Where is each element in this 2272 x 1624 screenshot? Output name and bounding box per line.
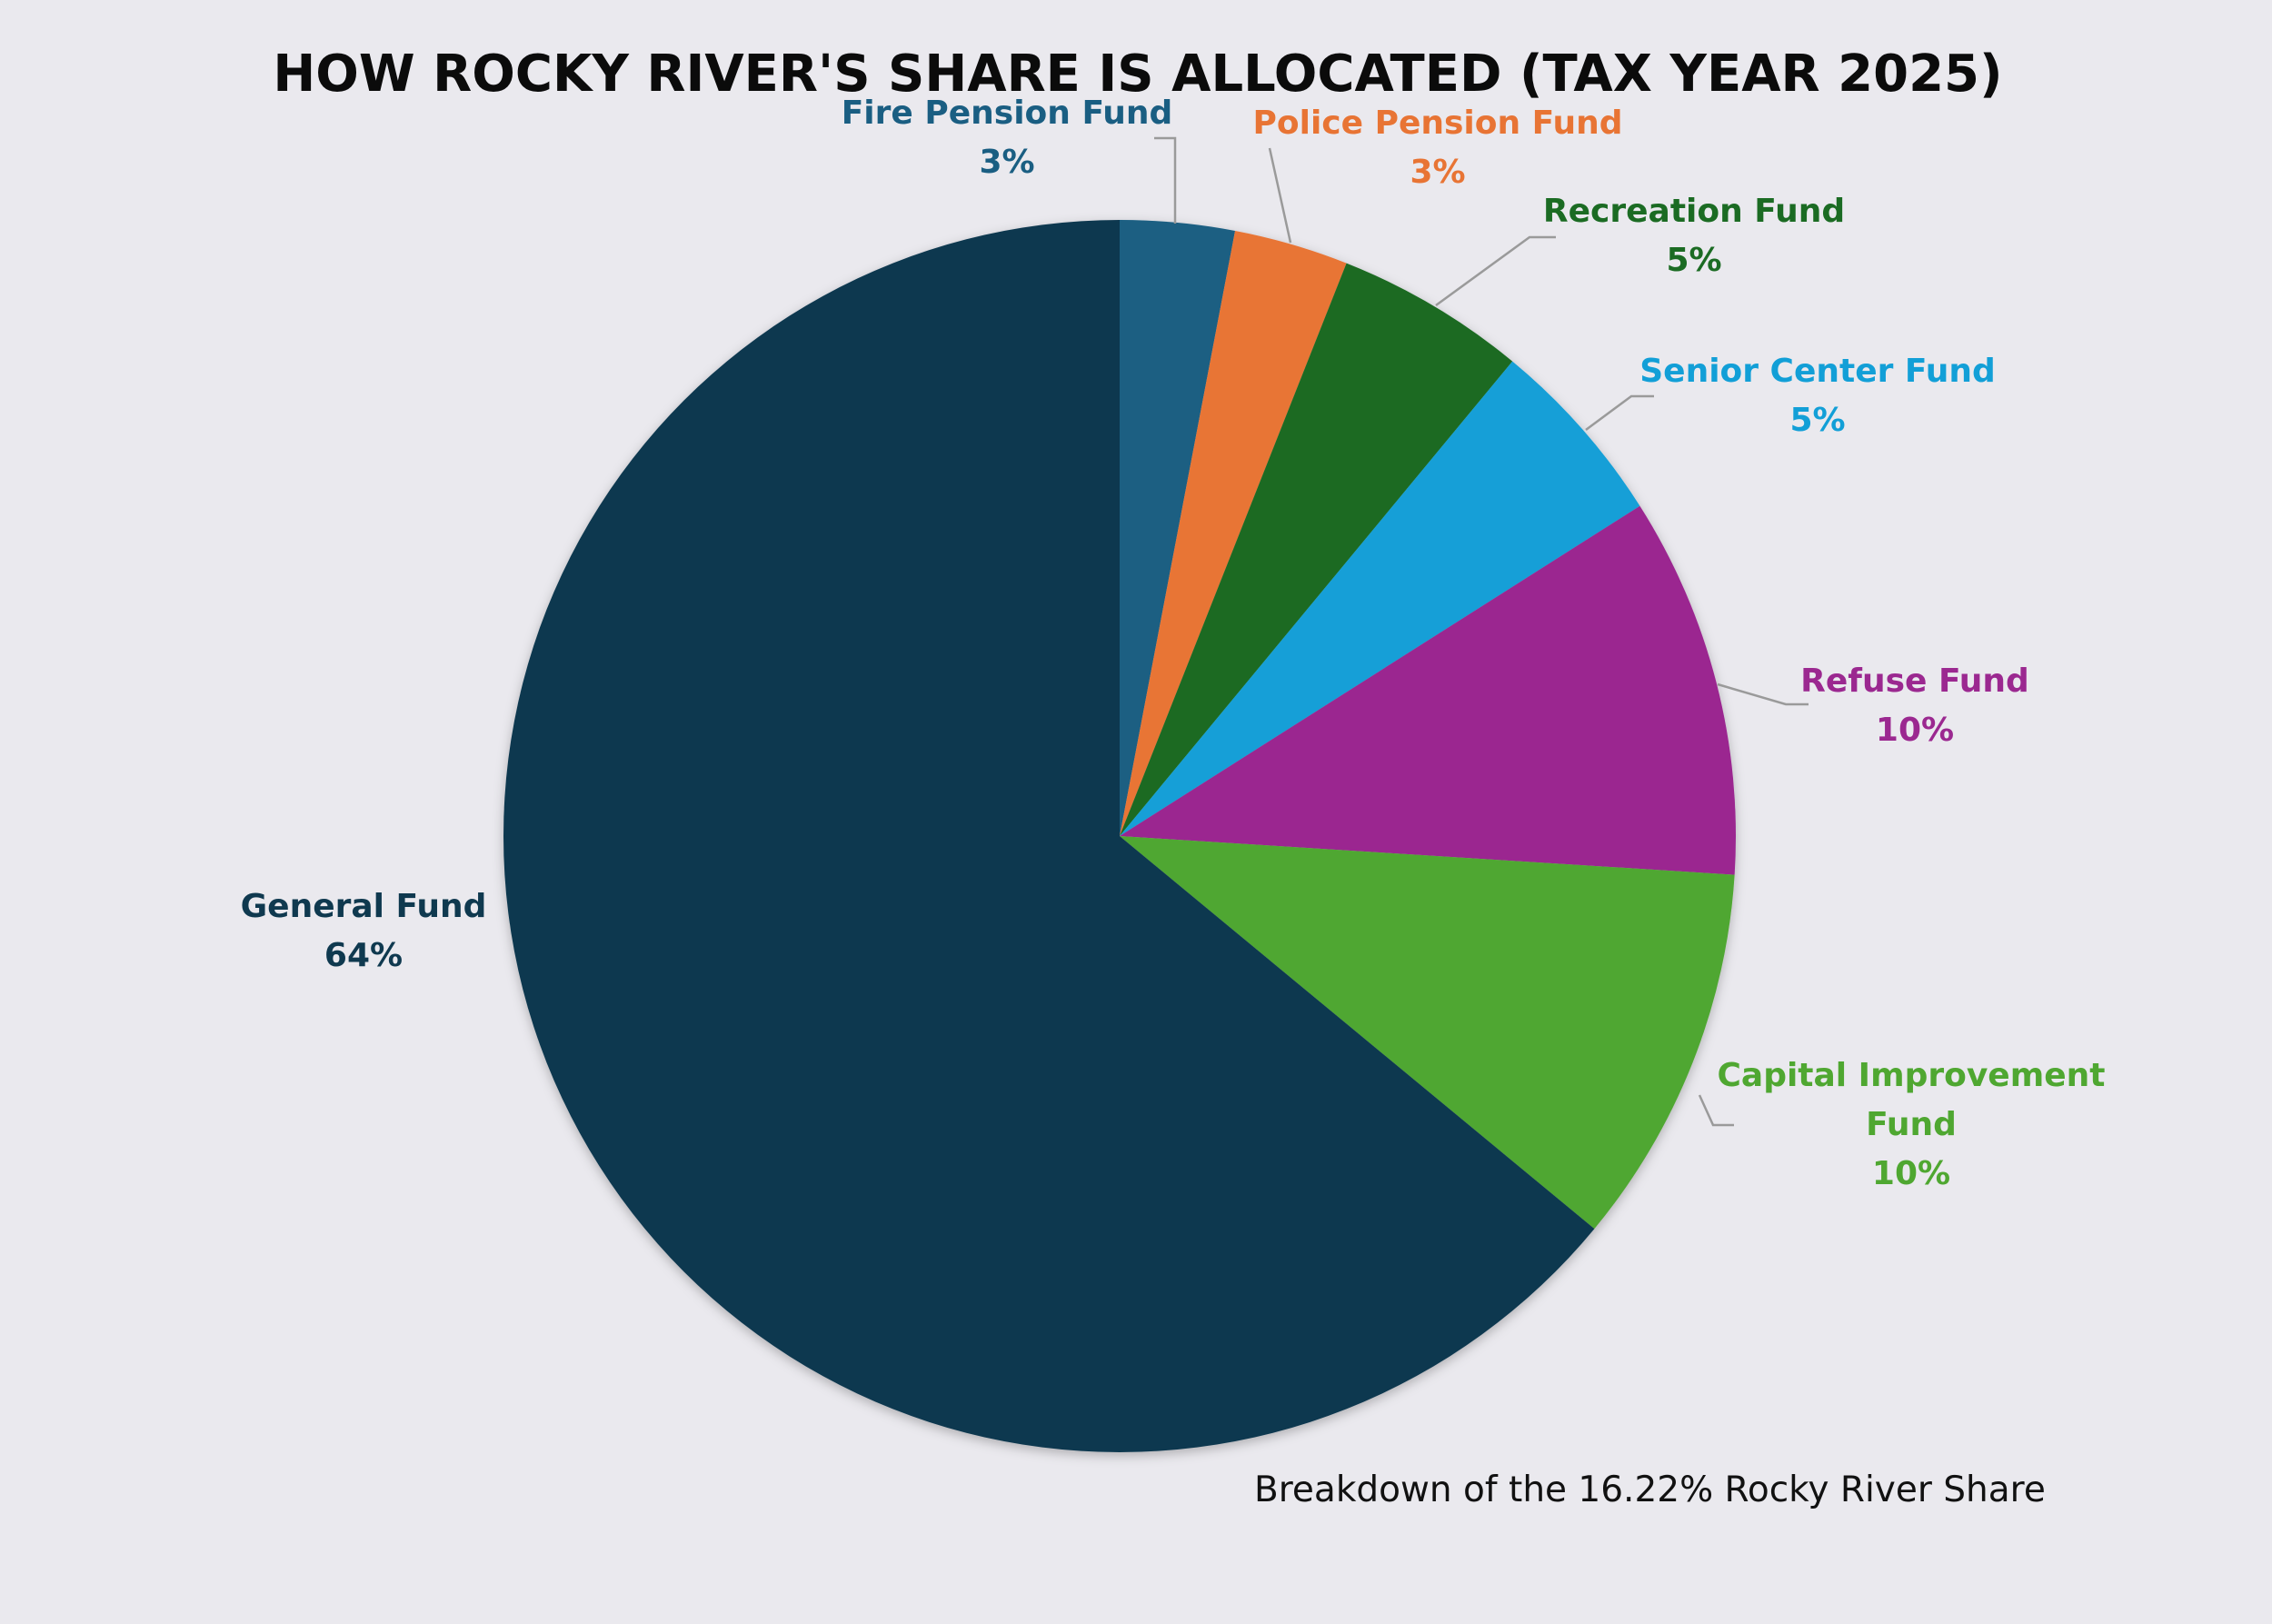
pie-slice-capital-improvement-fund xyxy=(1120,836,1735,1230)
pie-slice-senior-center-fund xyxy=(1120,361,1640,836)
pie-slices xyxy=(503,220,1736,1452)
pie-slice-fire-pension-fund xyxy=(1120,220,1236,836)
pie-slice-recreation-fund xyxy=(1120,263,1513,836)
slice-label-name: General Fund xyxy=(241,888,487,925)
slice-label-value: 3% xyxy=(979,144,1034,181)
leader-line xyxy=(1698,1094,1734,1127)
slice-label-name: Senior Center Fund xyxy=(1639,353,1996,390)
leader-lines xyxy=(1154,136,1809,1127)
slice-label-name: Refuse Fund xyxy=(1800,663,2029,700)
slice-label: Refuse Fund 10% xyxy=(1800,663,2029,749)
slice-label: Senior Center Fund 5% xyxy=(1639,353,1996,439)
slice-label-value: 3% xyxy=(1410,154,1465,191)
leader-line xyxy=(1154,136,1177,224)
slice-labels: Fire Pension Fund 3% Police Pension Fund 3%… xyxy=(241,95,2106,1192)
pie-slice-police-pension-fund xyxy=(1120,231,1347,836)
slice-label-name: Fire Pension Fund xyxy=(842,95,1173,132)
slice-label-value: 5% xyxy=(1789,402,1845,439)
slice-label-value: 10% xyxy=(1876,712,1954,749)
slice-label: General Fund 64% xyxy=(241,888,487,974)
leader-line xyxy=(1435,235,1556,307)
leader-line xyxy=(1585,394,1654,432)
slice-label: Police Pension Fund 3% xyxy=(1252,105,1622,191)
slice-label: Fire Pension Fund 3% xyxy=(842,95,1173,181)
slice-label: Capital Improvement Fund 10% xyxy=(1717,1057,2105,1192)
pie-slice-general-fund xyxy=(503,220,1595,1452)
pie-slice-refuse-fund xyxy=(1120,505,1736,875)
slice-label-value: 10% xyxy=(1872,1155,1950,1192)
chart-title: HOW ROCKY RIVER'S SHARE IS ALLOCATED (TA… xyxy=(273,45,2002,104)
slice-label-name: Recreation Fund xyxy=(1543,193,1845,230)
leader-line xyxy=(1268,147,1292,244)
leader-line xyxy=(1717,682,1809,706)
slice-label-name: Capital Improvement xyxy=(1717,1057,2105,1094)
slice-label: Recreation Fund 5% xyxy=(1543,193,1845,279)
slice-label-name: Fund xyxy=(1866,1106,1957,1143)
slice-label-value: 5% xyxy=(1666,242,1721,279)
slice-label-value: 64% xyxy=(324,937,403,974)
slice-label-name: Police Pension Fund xyxy=(1252,105,1622,142)
chart-annotation: Breakdown of the 16.22% Rocky River Shar… xyxy=(1254,1470,2046,1510)
